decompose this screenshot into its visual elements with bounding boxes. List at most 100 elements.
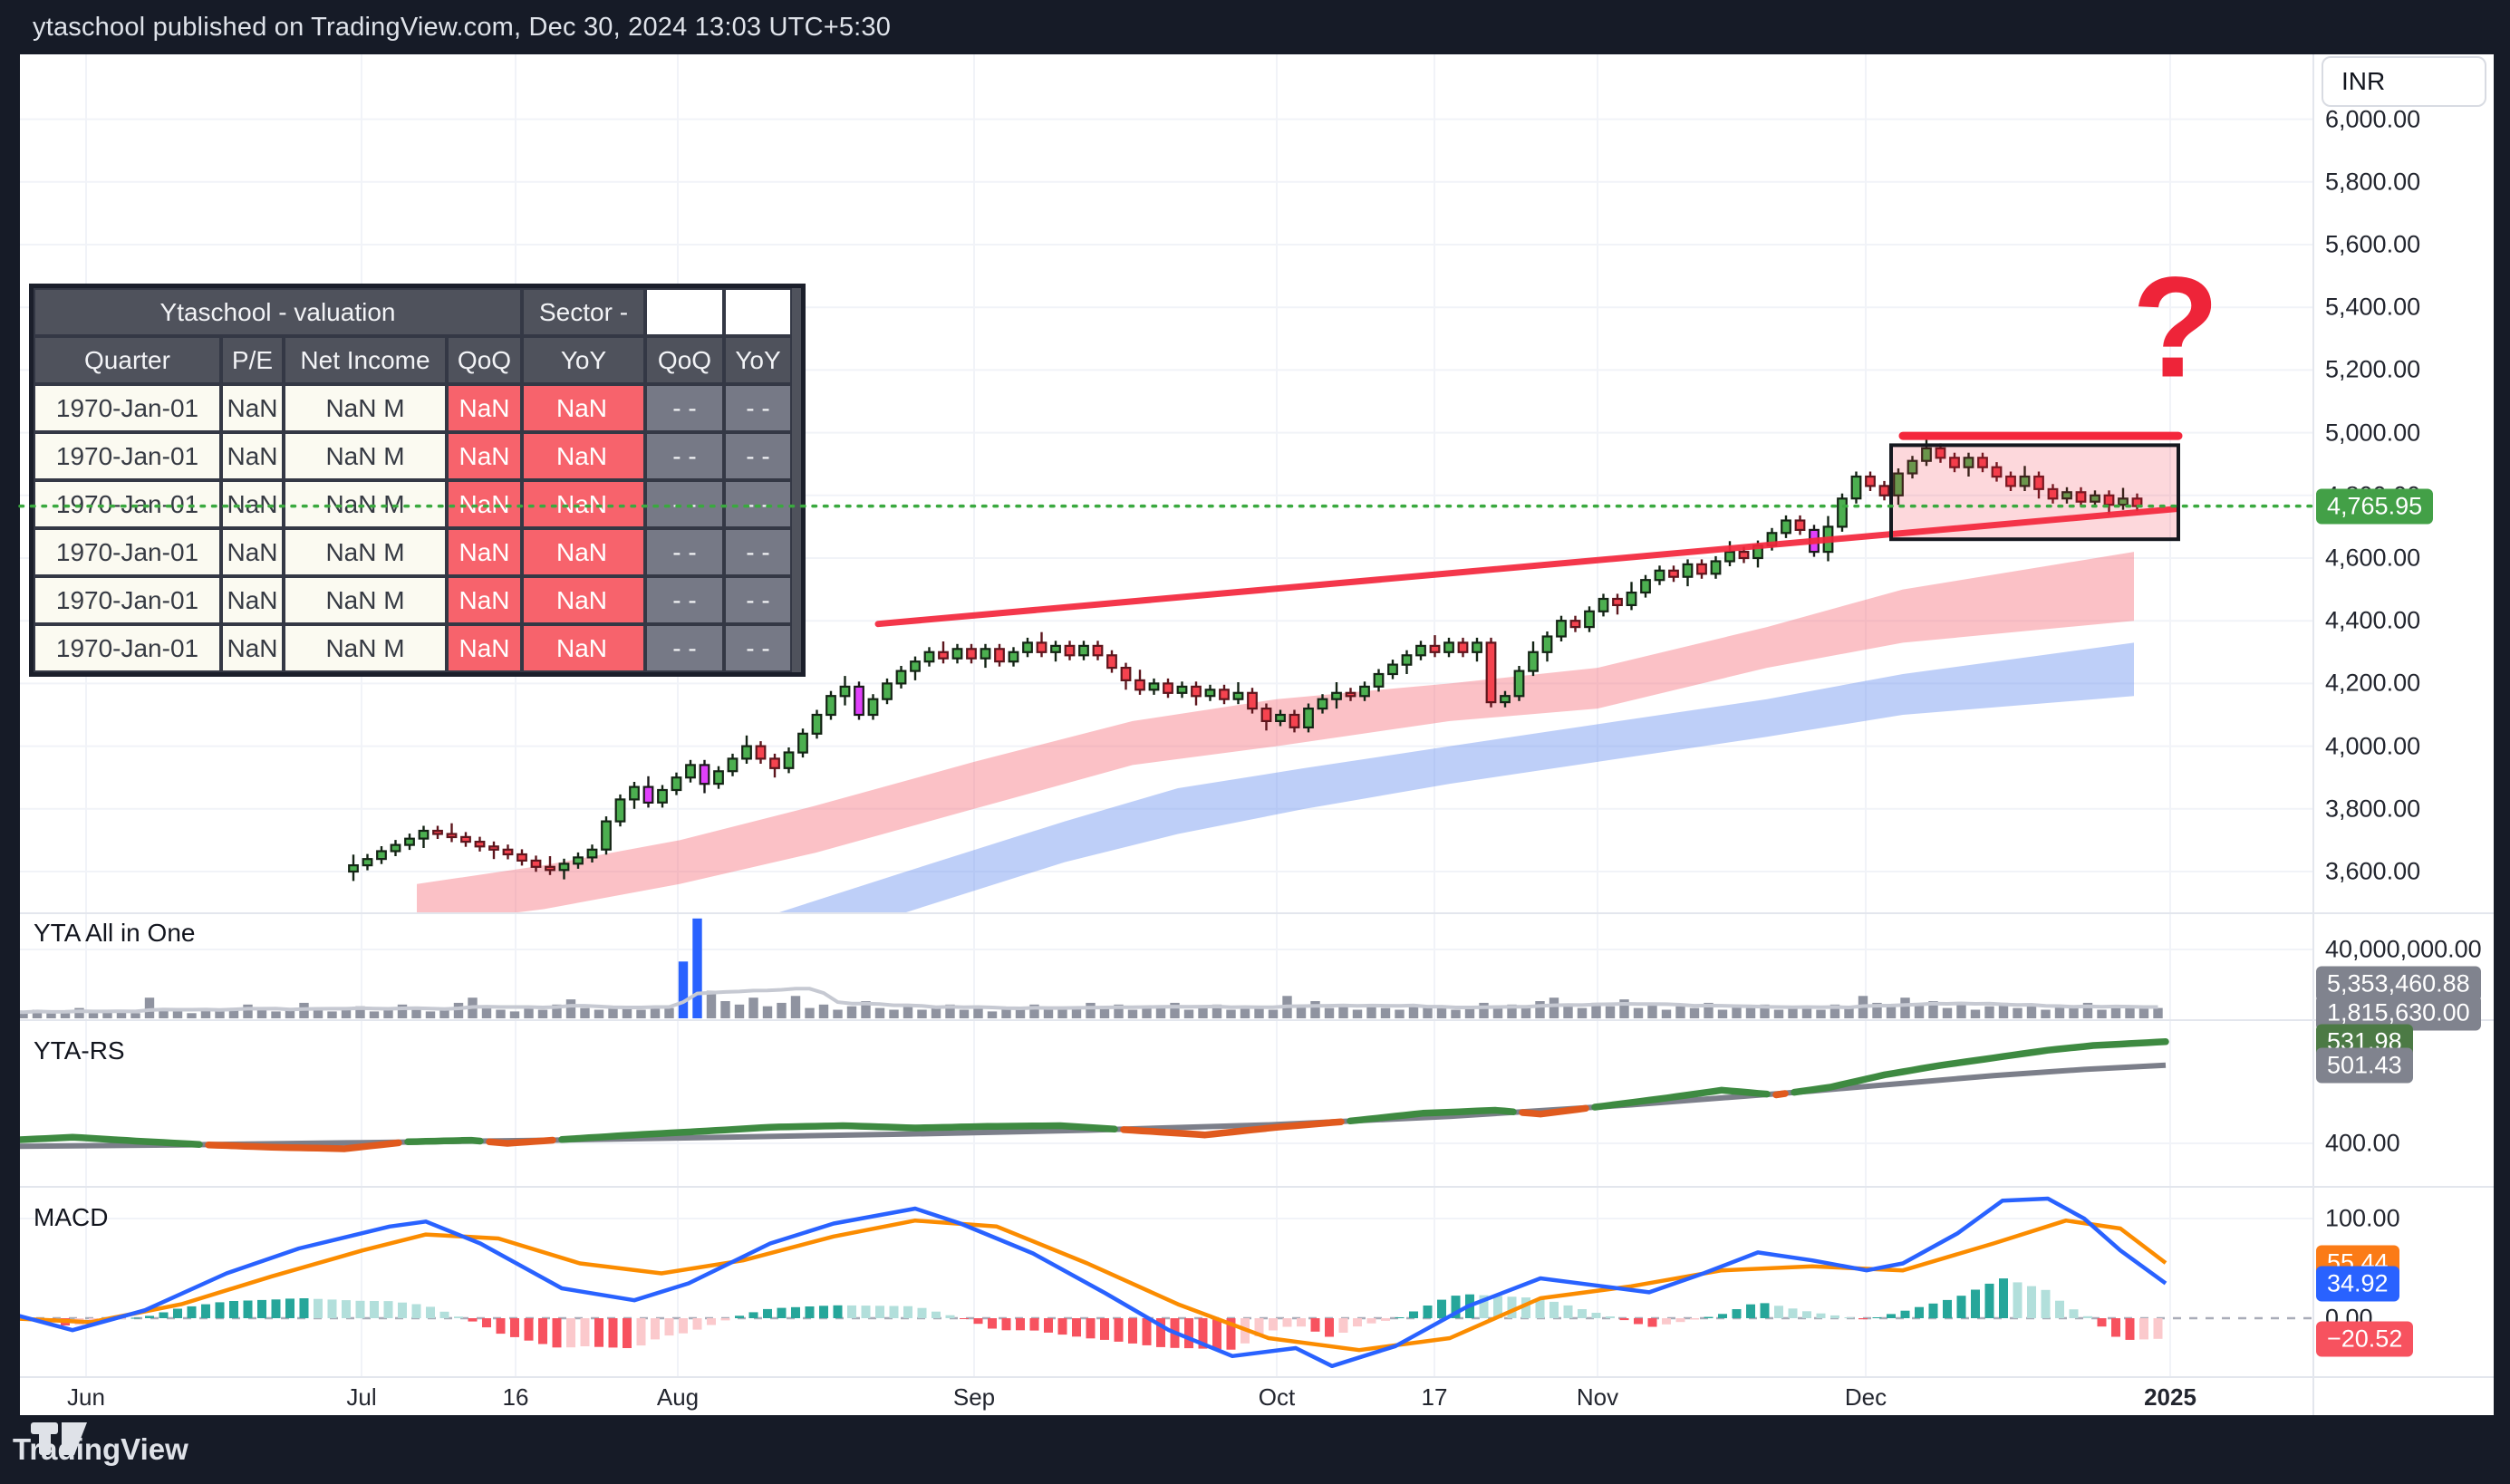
cell-net-income: NaN M xyxy=(284,384,447,432)
cell-pe: NaN xyxy=(221,576,284,624)
price-tick-label: 5,600.00 xyxy=(2325,230,2421,258)
cell-yoy-2: - - xyxy=(724,432,792,480)
price-tick-label: 6,000.00 xyxy=(2325,105,2421,133)
col-yoy: YoY xyxy=(522,336,645,384)
pane-label-rs: YTA-RS xyxy=(34,1036,125,1065)
valuation-table-row: 1970-Jan-01 NaN NaN M NaN NaN - -- - xyxy=(34,480,801,528)
valuation-table-row: 1970-Jan-01 NaN NaN M NaN NaN - -- - xyxy=(34,624,801,672)
price-tick-label: 4,400.00 xyxy=(2325,606,2421,634)
currency-label: INR xyxy=(2341,67,2386,95)
cell-qoq-2: - - xyxy=(645,432,724,480)
cell-quarter: 1970-Jan-01 xyxy=(34,624,221,672)
time-tick-label: Dec xyxy=(1844,1383,1887,1411)
cell-quarter: 1970-Jan-01 xyxy=(34,480,221,528)
cell-qoq: NaN xyxy=(447,576,522,624)
cell-yoy-2: - - xyxy=(724,384,792,432)
valuation-table-row: 1970-Jan-01 NaN NaN M NaN NaN - -- - xyxy=(34,528,801,576)
price-tick-label: 4,600.00 xyxy=(2325,544,2421,572)
cell-qoq: NaN xyxy=(447,528,522,576)
valuation-table-row: 1970-Jan-01 NaN NaN M NaN NaN - -- - xyxy=(34,432,801,480)
cell-qoq: NaN xyxy=(447,384,522,432)
cell-qoq-2: - - xyxy=(645,576,724,624)
col-quarter: Quarter xyxy=(34,336,221,384)
price-tick-label: 5,200.00 xyxy=(2325,355,2421,383)
cell-net-income: NaN M xyxy=(284,432,447,480)
publish-bar: ytaschool published on TradingView.com, … xyxy=(0,0,2510,54)
col-yoy-2: YoY xyxy=(724,336,792,384)
price-tick-label: 5,400.00 xyxy=(2325,293,2421,321)
valuation-table-title-row: Ytaschool - valuation Sector - xyxy=(34,288,801,336)
macd-hist-badge: −20.52 xyxy=(2316,1321,2414,1357)
cell-yoy: NaN xyxy=(522,384,645,432)
cell-yoy-2: - - xyxy=(724,480,792,528)
cell-net-income: NaN M xyxy=(284,624,447,672)
question-mark-annotation: ? xyxy=(2131,247,2220,408)
volume-tick-label: 40,000,000.00 xyxy=(2325,935,2482,963)
time-tick-label: 16 xyxy=(502,1383,529,1411)
time-tick-label: Sep xyxy=(952,1383,996,1411)
cell-quarter: 1970-Jan-01 xyxy=(34,576,221,624)
col-qoq-2: QoQ xyxy=(645,336,724,384)
cell-qoq-2: - - xyxy=(645,480,724,528)
rs-tick-label: 400.00 xyxy=(2325,1129,2400,1157)
valuation-table-empty-cell xyxy=(645,288,724,336)
price-tick-label: 3,800.00 xyxy=(2325,795,2421,823)
macd-line-badge: 34.92 xyxy=(2316,1266,2399,1302)
cell-net-income: NaN M xyxy=(284,480,447,528)
cell-net-income: NaN M xyxy=(284,576,447,624)
macd-tick-label: 100.00 xyxy=(2325,1204,2400,1232)
price-tick-label: 5,000.00 xyxy=(2325,419,2421,447)
col-net-income: Net Income xyxy=(284,336,447,384)
cell-yoy: NaN xyxy=(522,624,645,672)
cell-qoq: NaN xyxy=(447,432,522,480)
rs-gray-badge: 501.43 xyxy=(2316,1047,2413,1084)
footer-bar: TradingView xyxy=(0,1415,2510,1484)
cell-qoq: NaN xyxy=(447,624,522,672)
time-tick-label: 17 xyxy=(1421,1383,1448,1411)
col-pe: P/E xyxy=(221,336,284,384)
col-qoq: QoQ xyxy=(447,336,522,384)
cell-pe: NaN xyxy=(221,624,284,672)
price-tick-label: 4,200.00 xyxy=(2325,669,2421,697)
time-tick-label: Nov xyxy=(1576,1383,1619,1411)
valuation-table-row: 1970-Jan-01 NaN NaN M NaN NaN - -- - xyxy=(34,576,801,624)
cell-pe: NaN xyxy=(221,528,284,576)
cell-pe: NaN xyxy=(221,480,284,528)
time-tick-label: 2025 xyxy=(2144,1383,2196,1411)
valuation-table-title: Ytaschool - valuation xyxy=(34,288,522,336)
cell-yoy: NaN xyxy=(522,432,645,480)
time-tick-label: Aug xyxy=(656,1383,700,1411)
valuation-table: Ytaschool - valuation Sector - Quarter P… xyxy=(29,284,806,677)
cell-quarter: 1970-Jan-01 xyxy=(34,384,221,432)
valuation-table-row: 1970-Jan-01 NaN NaN M NaN NaN - -- - xyxy=(34,384,801,432)
time-tick-label: Jul xyxy=(346,1383,377,1411)
time-tick-label: Jun xyxy=(67,1383,105,1411)
currency-button[interactable]: INR xyxy=(2322,56,2486,107)
price-tick-label: 3,600.00 xyxy=(2325,857,2421,885)
cell-quarter: 1970-Jan-01 xyxy=(34,528,221,576)
tradingview-logo-icon[interactable] xyxy=(31,1415,91,1462)
pane-label-volume: YTA All in One xyxy=(34,919,196,947)
pane-label-macd: MACD xyxy=(34,1203,109,1231)
cell-yoy-2: - - xyxy=(724,624,792,672)
price-tick-label: 4,000.00 xyxy=(2325,732,2421,760)
cell-yoy: NaN xyxy=(522,576,645,624)
right-frame xyxy=(2494,54,2510,1415)
cell-qoq: NaN xyxy=(447,480,522,528)
cell-yoy: NaN xyxy=(522,480,645,528)
cell-qoq-2: - - xyxy=(645,528,724,576)
publish-line: ytaschool published on TradingView.com, … xyxy=(33,12,892,42)
valuation-table-empty-cell xyxy=(724,288,792,336)
valuation-table-sector: Sector - xyxy=(522,288,645,336)
cell-yoy-2: - - xyxy=(724,528,792,576)
cell-yoy-2: - - xyxy=(724,576,792,624)
valuation-table-header-row: Quarter P/E Net Income QoQ YoY QoQ YoY xyxy=(34,336,801,384)
cell-qoq-2: - - xyxy=(645,384,724,432)
time-tick-label: Oct xyxy=(1258,1383,1296,1411)
cell-qoq-2: - - xyxy=(645,624,724,672)
cell-net-income: NaN M xyxy=(284,528,447,576)
cell-pe: NaN xyxy=(221,432,284,480)
cell-quarter: 1970-Jan-01 xyxy=(34,432,221,480)
price-tick-label: 5,800.00 xyxy=(2325,168,2421,196)
